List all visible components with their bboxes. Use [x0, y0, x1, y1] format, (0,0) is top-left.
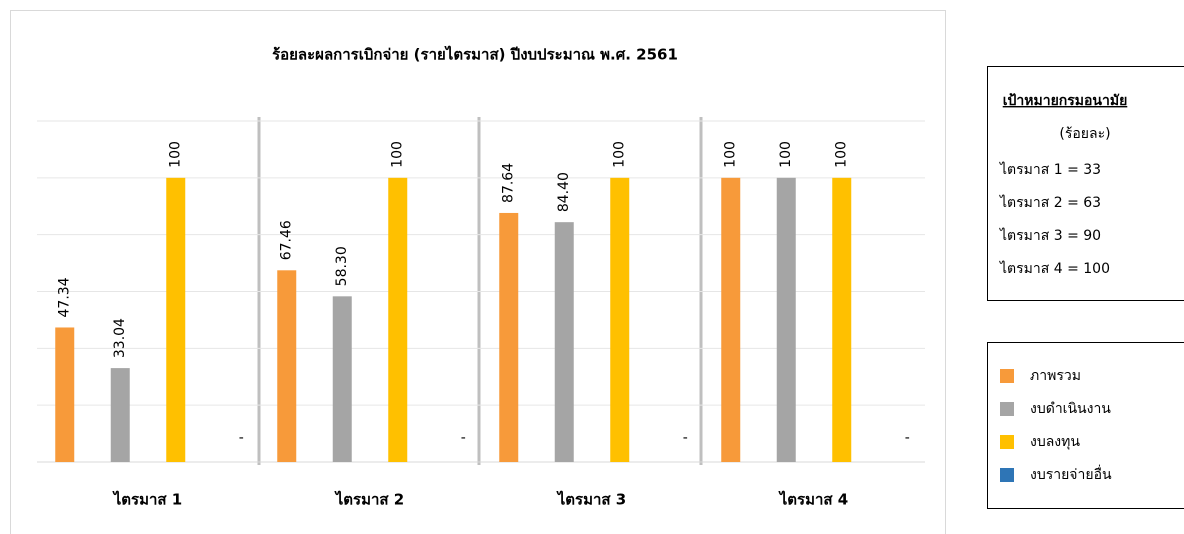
- target-item: ไตรมาส 4 = 100: [999, 260, 1110, 277]
- bar: [277, 270, 297, 462]
- bar: [166, 177, 186, 463]
- legend-label: ภาพรวม: [1030, 368, 1081, 384]
- x-tick-label: ไตรมาส 3: [556, 490, 626, 509]
- data-label: 100: [834, 141, 850, 168]
- target-item: ไตรมาส 2 = 63: [999, 194, 1101, 211]
- target-title: เป้าหมายกรมอนามัย: [1003, 93, 1128, 109]
- target-box: [987, 66, 1184, 301]
- bar: [388, 177, 408, 463]
- data-label: 87.64: [501, 163, 517, 203]
- bar: [776, 177, 796, 463]
- data-label: 100: [612, 141, 628, 168]
- bar: [721, 177, 741, 463]
- legend-label: งบลงทุน: [1030, 434, 1080, 450]
- data-label: 84.40: [556, 172, 572, 212]
- bar: [110, 368, 130, 462]
- data-label: 100: [390, 141, 406, 168]
- bar: [832, 177, 852, 463]
- bar: [332, 296, 352, 462]
- legend-swatch: [1000, 369, 1014, 383]
- target-item: ไตรมาส 1 = 33: [999, 161, 1101, 178]
- target-item: ไตรมาส 3 = 90: [999, 227, 1101, 244]
- bar: [554, 222, 574, 462]
- x-tick-label: ไตรมาส 2: [334, 490, 404, 509]
- data-label: -: [905, 430, 910, 446]
- data-label: -: [239, 430, 244, 446]
- data-label: 33.04: [112, 318, 128, 358]
- data-label: 100: [168, 141, 184, 168]
- data-label: 47.34: [57, 277, 73, 317]
- data-label: 100: [723, 141, 739, 168]
- bar: [499, 212, 519, 462]
- bar: [55, 327, 75, 462]
- legend-swatch: [1000, 435, 1014, 449]
- data-label: -: [683, 430, 688, 446]
- x-tick-label: ไตรมาส 4: [778, 490, 848, 509]
- target-unit: (ร้อยละ): [1059, 126, 1110, 142]
- data-label: 100: [778, 141, 794, 168]
- legend-box: [987, 342, 1184, 509]
- legend-label: งบดำเนินงาน: [1030, 401, 1111, 417]
- data-label: 67.46: [279, 220, 295, 260]
- data-label: -: [461, 430, 466, 446]
- legend-swatch: [1000, 402, 1014, 416]
- bar: [610, 177, 630, 463]
- chart-title: ร้อยละผลการเบิกจ่าย (รายไตรมาส) ปีงบประม…: [272, 45, 678, 64]
- legend-label: งบรายจ่ายอื่น: [1030, 465, 1112, 483]
- x-tick-label: ไตรมาส 1: [112, 490, 182, 509]
- data-label: 58.30: [334, 246, 350, 286]
- legend-swatch: [1000, 468, 1014, 482]
